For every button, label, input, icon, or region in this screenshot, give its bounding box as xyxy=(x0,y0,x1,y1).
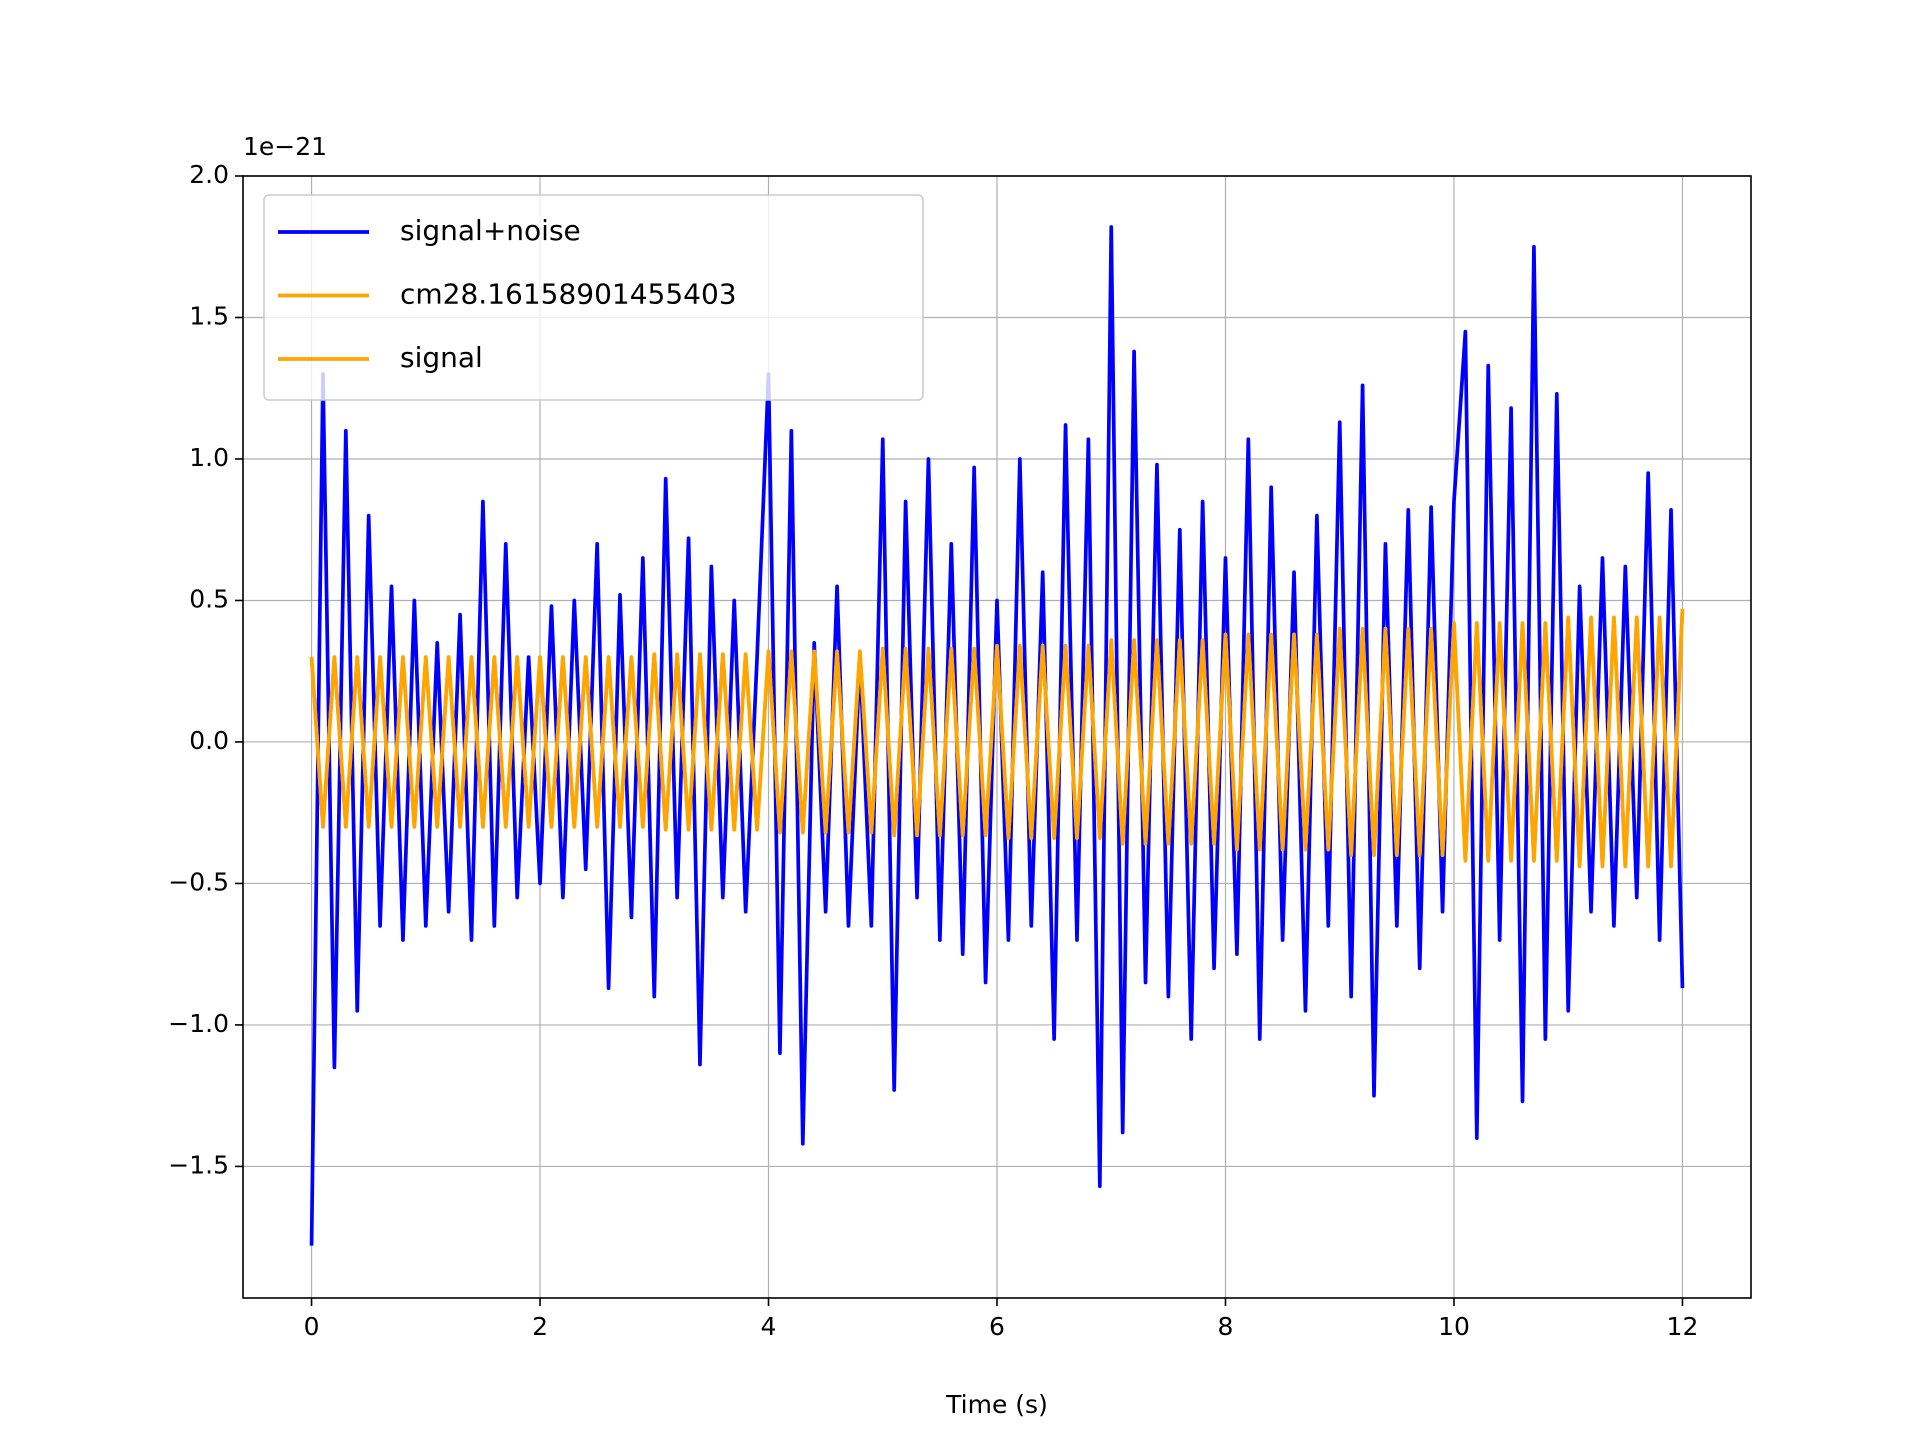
y-tick-label: 2.0 xyxy=(189,160,229,189)
x-tick-label: 2 xyxy=(532,1312,548,1341)
legend-label: signal xyxy=(400,341,483,374)
x-tick-label: 12 xyxy=(1667,1312,1699,1341)
series-line xyxy=(309,608,1685,869)
series-line xyxy=(309,225,1685,1246)
y-tick-label: 0.0 xyxy=(189,726,229,755)
y-tick-label: −0.5 xyxy=(168,867,229,896)
legend-label: cm28.16158901455403 xyxy=(400,278,737,311)
x-tick-label: 6 xyxy=(989,1312,1005,1341)
x-axis-label: Time (s) xyxy=(945,1390,1048,1419)
x-tick-label: 0 xyxy=(304,1312,320,1341)
y-tick-label: 0.5 xyxy=(189,584,229,613)
y-tick-label: −1.0 xyxy=(168,1009,229,1038)
legend-label: signal+noise xyxy=(400,214,581,247)
y-tick-label: 1.0 xyxy=(189,443,229,472)
ticks: 0 2 4 6 8 10 12 −1.5 −1.0 −0.5 0.0 0.5 1.0 1.5 2.0 xyxy=(168,160,1698,1341)
x-tick-label: 10 xyxy=(1438,1312,1470,1341)
y-tick-label: 1.5 xyxy=(189,301,229,330)
y-tick-label: −1.5 xyxy=(168,1150,229,1179)
y-offset-label: 1e−21 xyxy=(243,132,327,161)
legend: signal+noise cm28.16158901455403 signal xyxy=(263,194,924,401)
x-tick-label: 8 xyxy=(1218,1312,1234,1341)
x-tick-label: 4 xyxy=(761,1312,777,1341)
legend-box xyxy=(263,194,924,401)
plot-lines xyxy=(309,225,1685,1246)
